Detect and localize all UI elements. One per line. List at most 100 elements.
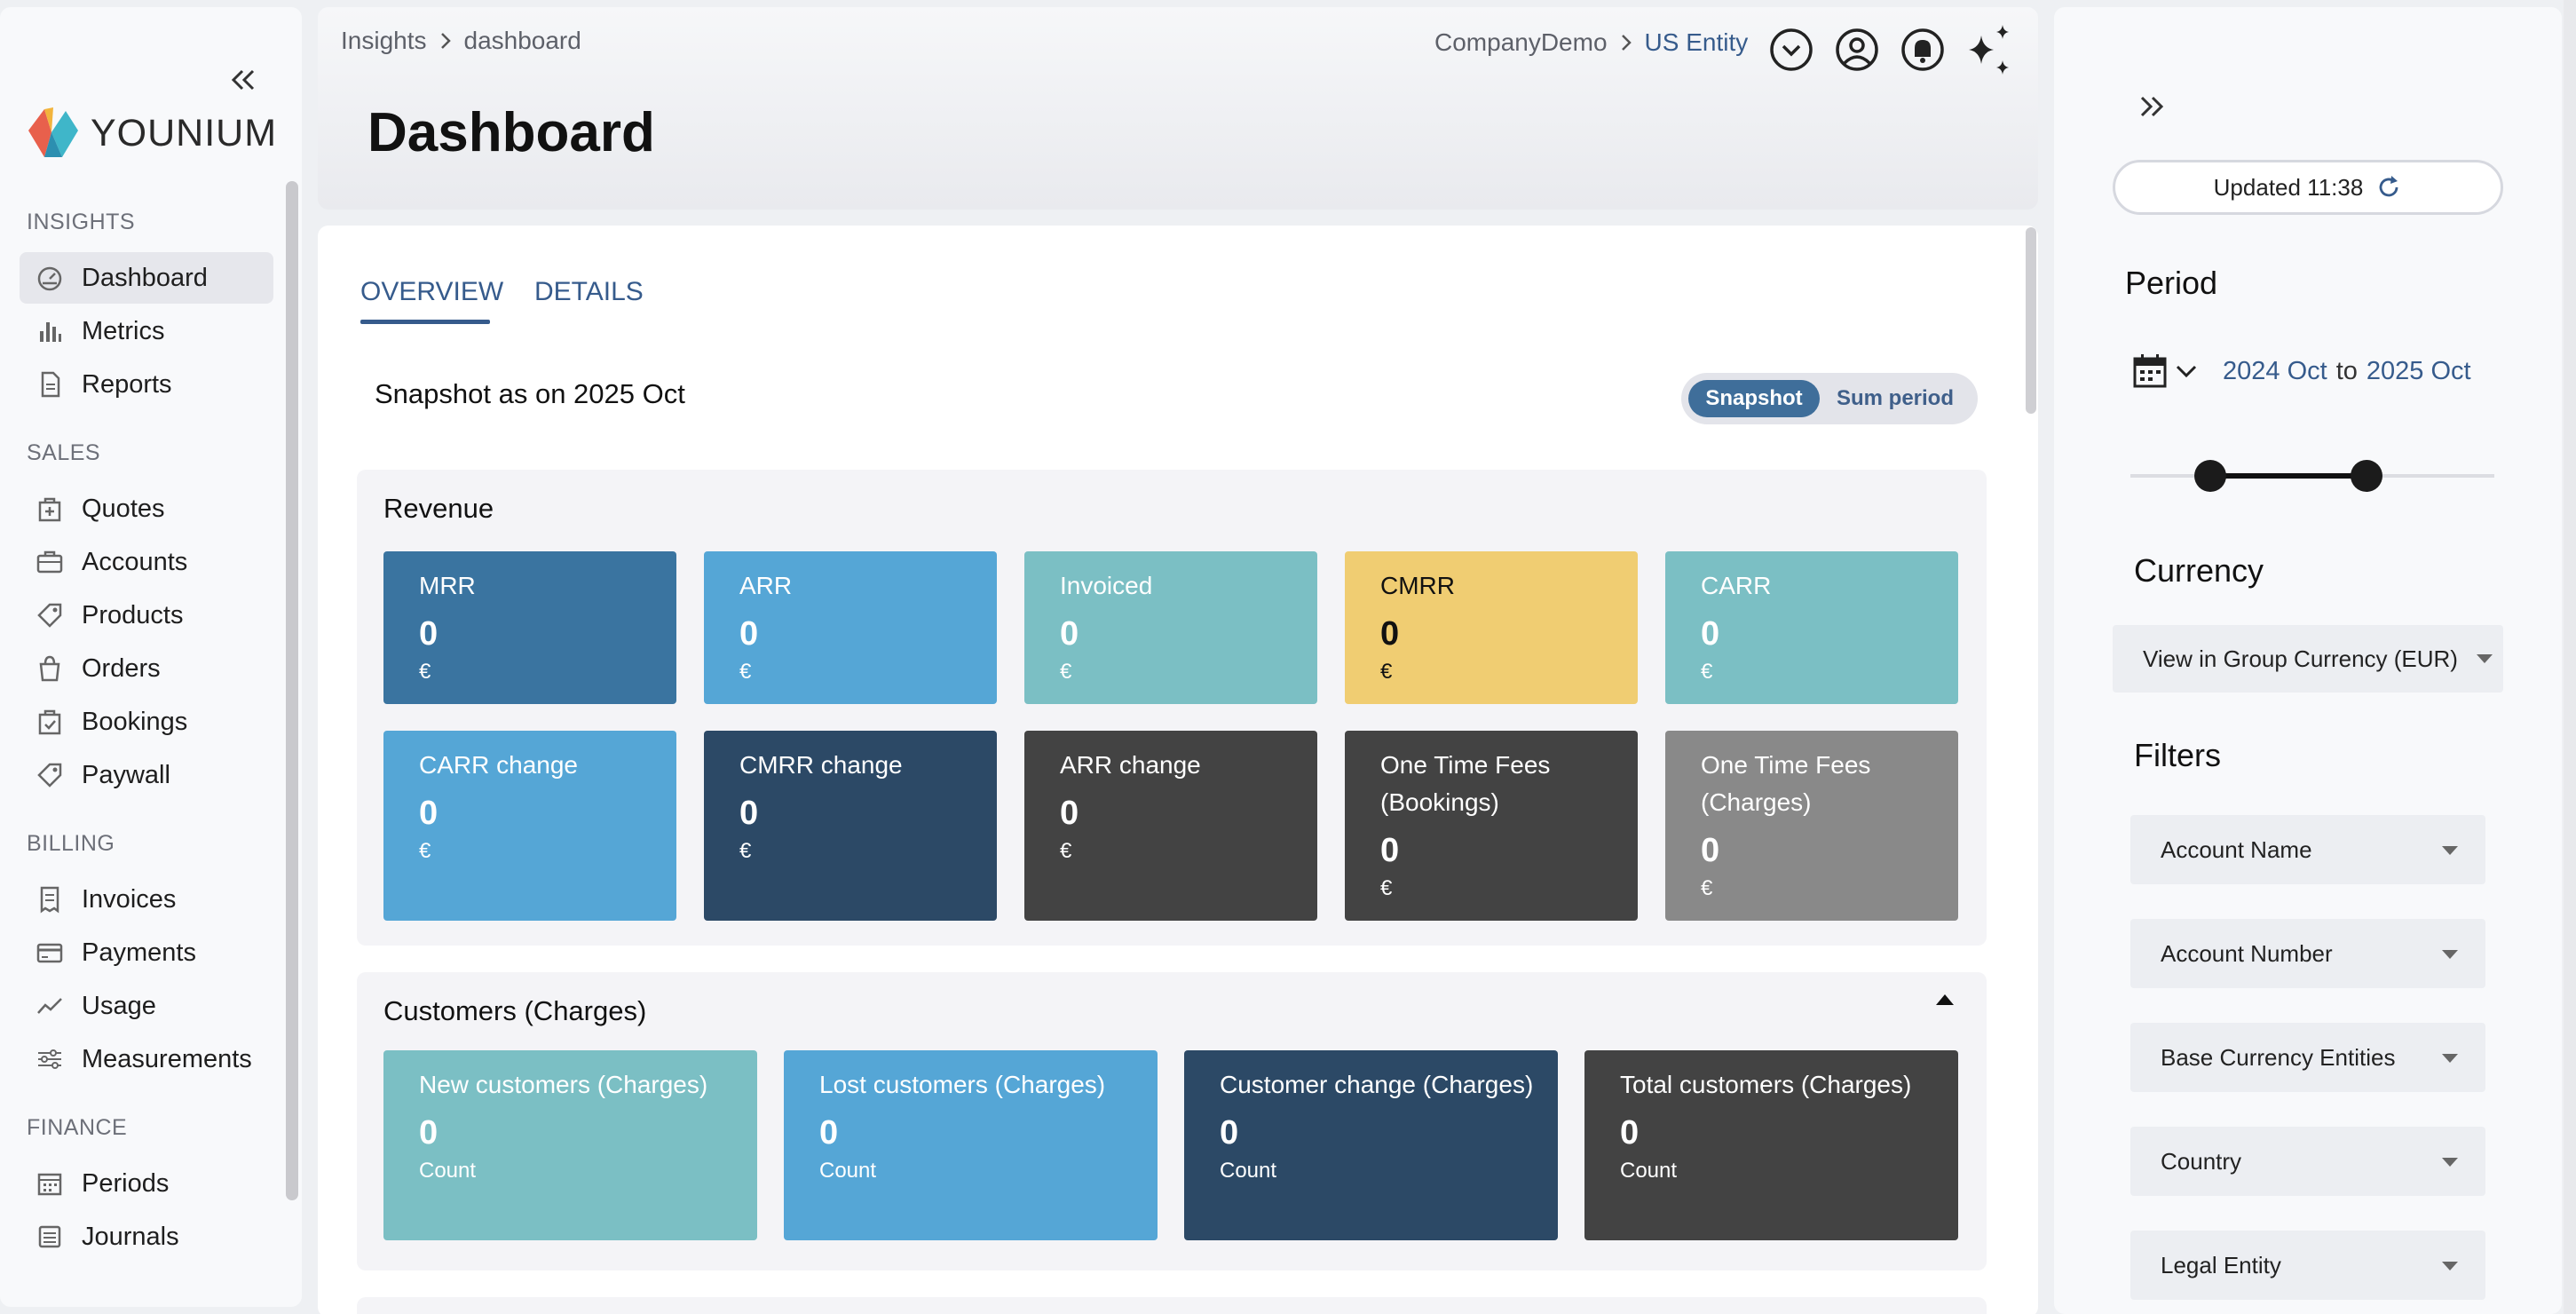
- period-from[interactable]: 2024 Oct: [2223, 356, 2327, 385]
- sidebar-item-invoices[interactable]: Invoices: [20, 874, 273, 925]
- metric-card[interactable]: Invoiced 0 €: [1024, 551, 1317, 704]
- active-tab-indicator: [360, 320, 490, 324]
- collapse-group-button[interactable]: [1935, 993, 1955, 1006]
- sidebar-item-usage[interactable]: Usage: [20, 980, 273, 1032]
- sidebar-item-paywall[interactable]: Paywall: [20, 749, 273, 801]
- filter-account-name[interactable]: Account Name: [2130, 815, 2485, 884]
- collapse-panel-button[interactable]: [2130, 85, 2173, 128]
- sidebar-item-label: Paywall: [82, 760, 170, 789]
- quote-icon: [36, 495, 64, 523]
- metric-card[interactable]: New customers (Charges) 0 Count: [383, 1050, 757, 1240]
- document-icon: [36, 370, 64, 399]
- calendar-dropdown[interactable]: [2132, 353, 2198, 389]
- sidebar-item-journals[interactable]: Journals: [20, 1211, 273, 1263]
- sidebar-item-orders[interactable]: Orders: [20, 643, 273, 694]
- sidebar-item-payments[interactable]: Payments: [20, 927, 273, 978]
- metric-card[interactable]: One Time Fees (Charges) 0 €: [1665, 731, 1958, 921]
- sidebar-item-accounts[interactable]: Accounts: [20, 536, 273, 588]
- younium-logo[interactable]: YOUNIUM: [25, 105, 277, 162]
- filter-base-currency-entities[interactable]: Base Currency Entities: [2130, 1023, 2485, 1092]
- metric-unit: €: [1701, 876, 1713, 900]
- metric-card[interactable]: Total customers (Charges) 0 Count: [1584, 1050, 1958, 1240]
- caret-down-icon: [2441, 1053, 2459, 1064]
- metric-unit: €: [419, 660, 431, 684]
- filter-country[interactable]: Country: [2130, 1127, 2485, 1196]
- metric-card[interactable]: CMRR change 0 €: [704, 731, 997, 921]
- metric-title: Invoiced: [1060, 572, 1153, 599]
- sidebar-item-measurements[interactable]: Measurements: [20, 1033, 273, 1085]
- snapshot-option[interactable]: Snapshot: [1688, 380, 1820, 417]
- metric-card[interactable]: One Time Fees (Bookings) 0 €: [1345, 731, 1638, 921]
- metric-title: CARR: [1701, 572, 1772, 599]
- caret-down-icon: [2476, 653, 2493, 664]
- main-scrollbar[interactable]: [2026, 227, 2036, 414]
- metric-card[interactable]: ARR 0 €: [704, 551, 997, 704]
- metric-card[interactable]: CARR change 0 €: [383, 731, 676, 921]
- sidebar-item-dashboard[interactable]: Dashboard: [20, 252, 273, 304]
- page-title: Dashboard: [367, 102, 655, 163]
- period-to[interactable]: 2025 Oct: [2366, 356, 2471, 385]
- filters-heading: Filters: [2134, 737, 2221, 773]
- metric-card[interactable]: CARR 0 €: [1665, 551, 1958, 704]
- filter-label: Account Number: [2161, 939, 2333, 967]
- metric-card[interactable]: MRR 0 €: [383, 551, 676, 704]
- sidebar-item-label: Payments: [82, 938, 196, 967]
- metric-unit: €: [739, 839, 752, 863]
- main-content: OVERVIEW DETAILS Snapshot as on 2025 Oct…: [318, 226, 2038, 1314]
- metric-unit: €: [739, 660, 752, 684]
- user-profile-button[interactable]: [1832, 25, 1882, 75]
- sidebar-item-reports[interactable]: Reports: [20, 359, 273, 410]
- entity-name[interactable]: US Entity: [1644, 28, 1749, 56]
- tab-details[interactable]: DETAILS: [534, 277, 644, 306]
- metric-card[interactable]: Lost customers (Charges) 0 Count: [784, 1050, 1158, 1240]
- metric-value: 0: [739, 795, 759, 832]
- sidebar-item-metrics[interactable]: Metrics: [20, 305, 273, 357]
- period-row: 2024 Oct to 2025 Oct: [2132, 353, 2471, 389]
- filter-label: Base Currency Entities: [2161, 1043, 2396, 1071]
- filter-legal-entity[interactable]: Legal Entity: [2130, 1231, 2485, 1300]
- sidebar-scrollbar[interactable]: [286, 181, 298, 1200]
- notifications-button[interactable]: [1898, 25, 1948, 75]
- sidebar-item-quotes[interactable]: Quotes: [20, 483, 273, 534]
- metric-unit: Count: [819, 1159, 877, 1183]
- revenue-title: Revenue: [383, 493, 494, 524]
- refresh-button[interactable]: Updated 11:38: [2113, 160, 2503, 215]
- caret-down-icon: [2441, 1261, 2459, 1271]
- sidebar-item-products[interactable]: Products: [20, 590, 273, 641]
- double-chevron-left-icon: [231, 69, 255, 91]
- metric-value: 0: [419, 795, 439, 832]
- slider-start-handle[interactable]: [2194, 460, 2226, 492]
- tab-overview[interactable]: OVERVIEW: [360, 277, 504, 306]
- filter-label: Account Name: [2161, 835, 2312, 863]
- entity-dropdown-button[interactable]: [1766, 25, 1816, 75]
- breadcrumb-insights[interactable]: Insights: [341, 27, 427, 54]
- currency-value: View in Group Currency (EUR): [2143, 645, 2458, 672]
- ai-assistant-button[interactable]: [1964, 25, 2013, 75]
- metric-card[interactable]: ARR change 0 €: [1024, 731, 1317, 921]
- panel-scrollbar[interactable]: [2564, 0, 2576, 1314]
- metric-unit: Count: [419, 1159, 477, 1183]
- currency-select[interactable]: View in Group Currency (EUR): [2113, 625, 2503, 693]
- logo-icon: [28, 107, 78, 157]
- collapse-sidebar-button[interactable]: [225, 62, 261, 98]
- metric-card[interactable]: Customer change (Charges) 0 Count: [1184, 1050, 1558, 1240]
- sidebar-item-periods[interactable]: Periods: [20, 1158, 273, 1209]
- period-slider[interactable]: [2130, 460, 2494, 492]
- company-name[interactable]: CompanyDemo: [1434, 28, 1608, 56]
- metric-card[interactable]: CMRR 0 €: [1345, 551, 1638, 704]
- metric-unit: €: [1380, 876, 1393, 900]
- currency-heading: Currency: [2134, 552, 2264, 589]
- sidebar-item-label: Accounts: [82, 547, 188, 576]
- sidebar-item-label: Invoices: [82, 884, 177, 914]
- booking-icon: [36, 708, 64, 736]
- sparkle-icon: [1969, 25, 2009, 75]
- sidebar-item-bookings[interactable]: Bookings: [20, 696, 273, 748]
- filter-account-number[interactable]: Account Number: [2130, 919, 2485, 988]
- calendar-icon: [36, 1169, 64, 1198]
- slider-end-handle[interactable]: [2351, 460, 2382, 492]
- sliders-icon: [36, 1045, 64, 1073]
- logo-text: YOUNIUM: [91, 111, 278, 154]
- metric-unit: €: [1380, 660, 1393, 684]
- snapshot-sum-toggle: Snapshot Sum period: [1681, 373, 1978, 424]
- sum-period-option[interactable]: Sum period: [1836, 386, 1954, 410]
